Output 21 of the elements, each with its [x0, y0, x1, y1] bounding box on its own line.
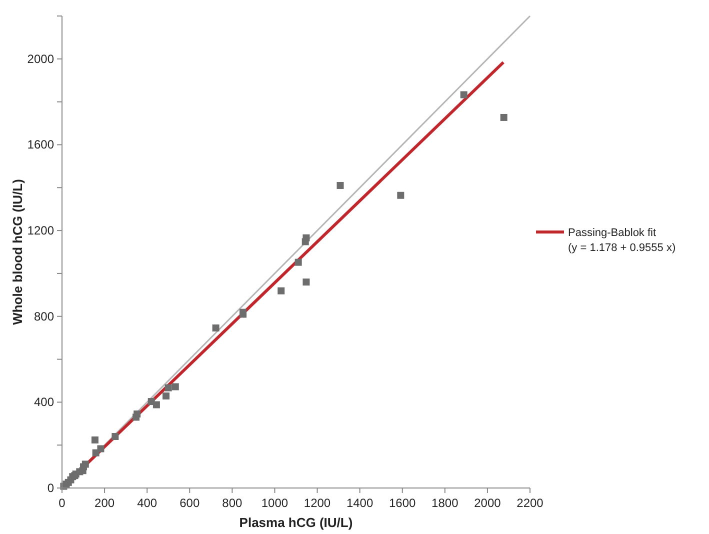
- legend-label: Passing-Bablok fit (y = 1.178 + 0.9555 x): [568, 227, 676, 254]
- y-tick-label: 400: [34, 395, 54, 410]
- y-tick-label: 2000: [27, 52, 54, 66]
- y-tick-label: 0: [47, 481, 54, 495]
- x-tick-label: 1800: [432, 496, 459, 510]
- y-tick-label: 1600: [27, 138, 54, 152]
- y-tick-label: 1200: [27, 224, 54, 238]
- x-axis-title: Plasma hCG (IU/L): [239, 515, 353, 530]
- x-tick-label: 600: [180, 496, 200, 510]
- y-axis-title: Whole blood hCG (IU/L): [10, 179, 25, 325]
- x-tick-label: 400: [137, 496, 158, 510]
- x-tick-label: 1400: [346, 496, 374, 510]
- x-tick-label: 800: [222, 496, 243, 510]
- x-tick-label: 0: [58, 496, 66, 510]
- x-tick-label: 2200: [516, 496, 544, 510]
- x-tick-label: 200: [94, 496, 115, 510]
- x-tick-label: 2000: [474, 496, 502, 510]
- x-tick-label: 1000: [261, 496, 288, 510]
- y-tick-label: 800: [34, 309, 54, 324]
- x-tick-label: 1600: [389, 496, 416, 510]
- x-tick-label: 1200: [304, 496, 331, 510]
